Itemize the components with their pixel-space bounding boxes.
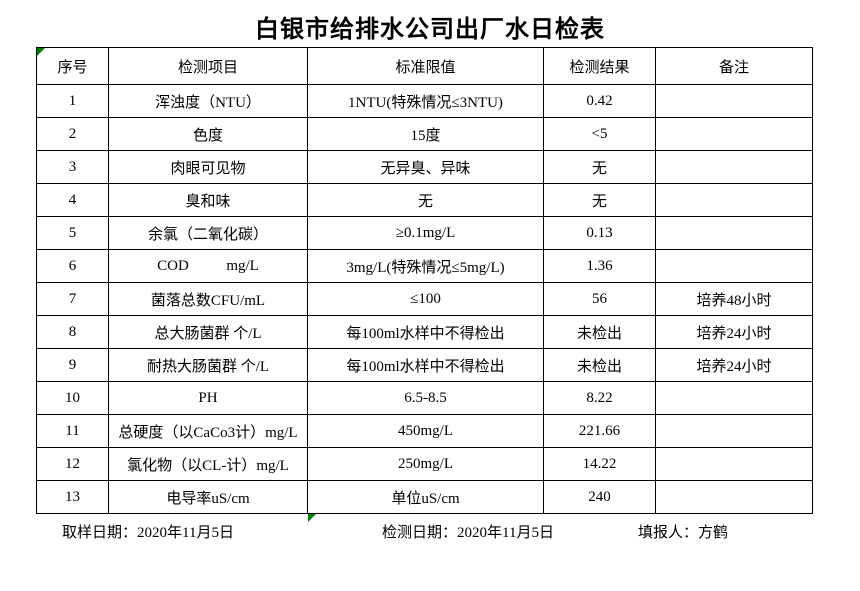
result-cell: 无 (543, 183, 656, 217)
inspection-table: 序号 检测项目 标准限值 检测结果 备注 1 浑浊度（NTU） 1NTU(特殊情况≤… (36, 47, 813, 514)
row-no-cell: 10 (36, 381, 109, 415)
limit-cell: ≥0.1mg/L (307, 216, 544, 250)
row-no-cell: 8 (36, 315, 109, 349)
result-cell: 240 (543, 480, 656, 514)
result-cell: 14.22 (543, 447, 656, 481)
remark-cell: 培养48小时 (655, 282, 813, 316)
remark-cell (655, 381, 813, 415)
row-no-cell: 11 (36, 414, 109, 448)
item-cell: PH (108, 381, 308, 415)
excel-error-indicator-icon (37, 48, 45, 56)
row-no-cell: 2 (36, 117, 109, 151)
row-no-cell: 6 (36, 249, 109, 283)
result-cell: 无 (543, 150, 656, 184)
row-no-cell: 3 (36, 150, 109, 184)
row-no-cell: 13 (36, 480, 109, 514)
remark-cell (655, 480, 813, 514)
row-no-cell: 1 (36, 84, 109, 118)
row-no-cell: 5 (36, 216, 109, 250)
limit-cell: 无异臭、异味 (307, 150, 544, 184)
item-cell: 余氯（二氧化碳） (108, 216, 308, 250)
table-row: 8 总大肠菌群 个/L 每100ml水样中不得检出 未检出 培养24小时 (36, 315, 813, 349)
remark-cell (655, 447, 813, 481)
limit-cell: 3mg/L(特殊情况≤5mg/L) (307, 249, 544, 283)
limit-cell: 每100ml水样中不得检出 (307, 315, 544, 349)
limit-cell: 每100ml水样中不得检出 (307, 348, 544, 382)
result-cell: 221.66 (543, 414, 656, 448)
remark-cell (655, 249, 813, 283)
remark-cell (655, 414, 813, 448)
limit-cell: 无 (307, 183, 544, 217)
result-cell: 0.42 (543, 84, 656, 118)
row-no-cell: 9 (36, 348, 109, 382)
header-row: 序号 检测项目 标准限值 检测结果 备注 (36, 47, 813, 85)
table-row: 4 臭和味无无 (36, 183, 813, 217)
table-row: 1 浑浊度（NTU） 1NTU(特殊情况≤3NTU) 0.42 (36, 84, 813, 118)
item-cell: 菌落总数CFU/mL (108, 282, 308, 316)
item-cell: COD mg/L (108, 249, 308, 283)
item-cell: 浑浊度（NTU） (108, 84, 308, 118)
item-cell: 肉眼可见物 (108, 150, 308, 184)
remark-cell (655, 216, 813, 250)
result-cell: 未检出 (543, 315, 656, 349)
test-date: 检测日期：2020年11月5日 (382, 525, 554, 541)
column-header-item: 检测项目 (108, 47, 308, 85)
item-cell: 臭和味 (108, 183, 308, 217)
remark-cell (655, 117, 813, 151)
column-header-remark: 备注 (655, 47, 813, 85)
table-row: 2 色度 15度 <5 (36, 117, 813, 151)
item-cell: 氯化物（以CL-计）mg/L (108, 447, 308, 481)
table-row: 9 耐热大肠菌群 个/L 每100ml水样中不得检出 未检出 培养24小时 (36, 348, 813, 382)
limit-cell: ≤100 (307, 282, 544, 316)
table-row: 3 肉眼可见物 无异臭、异味无 (36, 150, 813, 184)
remark-cell: 培养24小时 (655, 348, 813, 382)
remark-cell (655, 150, 813, 184)
table-row: 13 电导率uS/cm 单位uS/cm 240 (36, 480, 813, 514)
result-cell: 1.36 (543, 249, 656, 283)
table-row: 7 菌落总数CFU/mL ≤100 56 培养48小时 (36, 282, 813, 316)
item-cell: 电导率uS/cm (108, 480, 308, 514)
item-cell: 总硬度（以CaCo3计）mg/L (108, 414, 308, 448)
page-title: 白银市给排水公司出厂水日检表 (255, 16, 605, 43)
remark-cell: 培养24小时 (655, 315, 813, 349)
limit-cell: 1NTU(特殊情况≤3NTU) (307, 84, 544, 118)
limit-cell: 6.5-8.5 (307, 381, 544, 415)
reporter: 填报人：方鹤 (638, 525, 729, 541)
row-no-cell: 12 (36, 447, 109, 481)
result-cell: 8.22 (543, 381, 656, 415)
result-cell: 56 (543, 282, 656, 316)
limit-cell: 250mg/L (307, 447, 544, 481)
limit-cell: 单位uS/cm (307, 480, 544, 514)
item-cell: 色度 (108, 117, 308, 151)
table-row: 11 总硬度（以CaCo3计）mg/L 450mg/L 221.66 (36, 414, 813, 448)
table-body: 1 浑浊度（NTU） 1NTU(特殊情况≤3NTU) 0.42 2 色度 15度 <5 3 肉眼可… (36, 84, 813, 514)
table-row: 6 COD mg/L 3mg/L(特殊情况≤5mg/L) 1.36 (36, 249, 813, 283)
row-no-cell: 7 (36, 282, 109, 316)
result-cell: 0.13 (543, 216, 656, 250)
column-header-result: 检测结果 (543, 47, 656, 85)
result-cell: 未检出 (543, 348, 656, 382)
table-row: 10 PH 6.5-8.5 8.22 (36, 381, 813, 415)
row-no-cell: 4 (36, 183, 109, 217)
limit-cell: 15度 (307, 117, 544, 151)
table-row: 5 余氯（二氧化碳） ≥0.1mg/L 0.13 (36, 216, 813, 250)
column-header-limit: 标准限值 (307, 47, 544, 85)
result-cell: <5 (543, 117, 656, 151)
limit-cell: 450mg/L (307, 414, 544, 448)
column-header-no: 序号 (36, 47, 109, 85)
excel-error-indicator-icon (308, 514, 316, 522)
table-row: 12 氯化物（以CL-计）mg/L 250mg/L 14.22 (36, 447, 813, 481)
item-cell: 耐热大肠菌群 个/L (108, 348, 308, 382)
sampling-date: 取样日期：2020年11月5日 (62, 525, 234, 541)
item-cell: 总大肠菌群 个/L (108, 315, 308, 349)
remark-cell (655, 84, 813, 118)
remark-cell (655, 183, 813, 217)
